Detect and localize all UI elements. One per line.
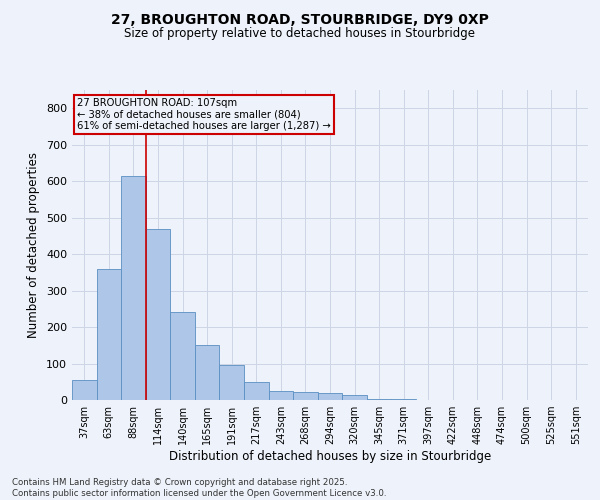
Text: 27, BROUGHTON ROAD, STOURBRIDGE, DY9 0XP: 27, BROUGHTON ROAD, STOURBRIDGE, DY9 0XP: [111, 12, 489, 26]
Bar: [244, 382, 269, 400]
Y-axis label: Number of detached properties: Number of detached properties: [28, 152, 40, 338]
X-axis label: Distribution of detached houses by size in Stourbridge: Distribution of detached houses by size …: [169, 450, 491, 463]
Bar: [97, 268, 121, 400]
Bar: [121, 176, 146, 400]
Bar: [342, 396, 367, 400]
Bar: [195, 346, 220, 400]
Bar: [269, 391, 293, 400]
Text: Size of property relative to detached houses in Stourbridge: Size of property relative to detached ho…: [125, 28, 476, 40]
Bar: [220, 366, 244, 400]
Bar: [146, 228, 170, 400]
Bar: [170, 312, 195, 400]
Bar: [367, 398, 391, 400]
Text: 27 BROUGHTON ROAD: 107sqm
← 38% of detached houses are smaller (804)
61% of semi: 27 BROUGHTON ROAD: 107sqm ← 38% of detac…: [77, 98, 331, 131]
Bar: [72, 380, 97, 400]
Bar: [293, 392, 318, 400]
Text: Contains HM Land Registry data © Crown copyright and database right 2025.
Contai: Contains HM Land Registry data © Crown c…: [12, 478, 386, 498]
Bar: [318, 392, 342, 400]
